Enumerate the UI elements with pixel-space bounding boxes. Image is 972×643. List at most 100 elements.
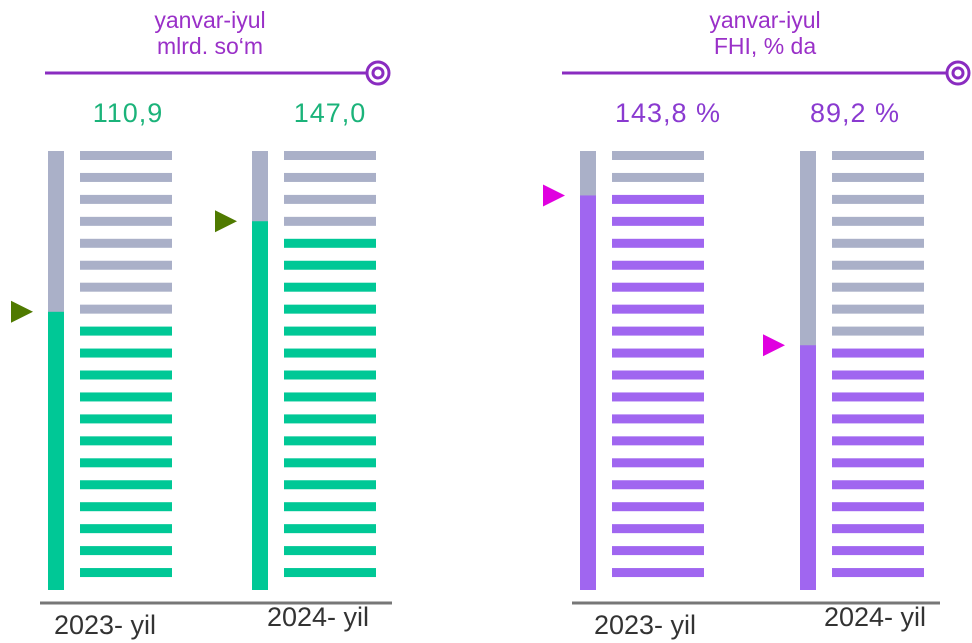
subtitle: FHI, % da — [714, 33, 816, 59]
stripe — [80, 370, 172, 380]
stripe — [284, 568, 376, 578]
header-dot — [365, 60, 391, 86]
stripe — [832, 326, 924, 336]
stripe — [612, 194, 704, 204]
header-dot-inner — [371, 66, 385, 80]
stripe — [284, 436, 376, 446]
stripe — [80, 480, 172, 490]
stripe — [832, 151, 924, 160]
stripe — [80, 392, 172, 402]
stripe — [284, 458, 376, 468]
stripe — [832, 260, 924, 270]
stripe — [612, 348, 704, 358]
stripe — [612, 546, 704, 556]
stripe — [80, 151, 172, 160]
stripe — [284, 370, 376, 380]
stripe — [612, 216, 704, 226]
stripe — [284, 304, 376, 314]
stripe — [80, 458, 172, 468]
stripe — [284, 151, 376, 160]
value-label: 89,2 % — [810, 98, 900, 128]
stripe — [612, 260, 704, 270]
stripe — [832, 414, 924, 424]
header-dot — [945, 60, 971, 86]
stripe — [80, 436, 172, 446]
stripe — [284, 348, 376, 358]
stripe — [612, 524, 704, 534]
marker — [215, 210, 237, 233]
stripe — [612, 151, 704, 160]
stripe — [612, 304, 704, 314]
stripe — [80, 414, 172, 424]
stripe — [612, 436, 704, 446]
category-label: 2024- yil — [824, 602, 926, 632]
stripe — [612, 370, 704, 380]
stripe — [80, 194, 172, 204]
stripe — [832, 480, 924, 490]
subtitle: mlrd. so‘m — [157, 33, 263, 59]
stripe — [832, 172, 924, 182]
stripe — [832, 436, 924, 446]
stripe — [284, 216, 376, 226]
marker — [763, 334, 785, 357]
category-label: 2023- yil — [594, 610, 696, 640]
stripe — [612, 568, 704, 578]
stripe — [612, 392, 704, 402]
stripe — [832, 502, 924, 512]
stripe — [284, 524, 376, 534]
stripe — [832, 282, 924, 292]
title: yanvar-iyul — [154, 7, 265, 33]
category-label: 2024- yil — [267, 602, 369, 632]
stripe — [612, 480, 704, 490]
stripe — [80, 216, 172, 226]
stripe — [284, 282, 376, 292]
stripe — [832, 568, 924, 578]
stripe — [832, 524, 924, 534]
stripe — [832, 546, 924, 556]
stripe — [612, 502, 704, 512]
stripe — [80, 502, 172, 512]
value-label: 110,9 — [93, 98, 164, 128]
stripe — [284, 326, 376, 336]
stripe — [284, 172, 376, 182]
stripe — [284, 502, 376, 512]
stripe — [832, 238, 924, 248]
stripe — [80, 172, 172, 182]
stripe — [612, 326, 704, 336]
stripe — [284, 480, 376, 490]
stripe — [832, 348, 924, 358]
stripe — [612, 458, 704, 468]
stripe — [80, 326, 172, 336]
stripe — [80, 238, 172, 248]
title: yanvar-iyul — [709, 7, 820, 33]
stripe — [612, 172, 704, 182]
stripe — [612, 282, 704, 292]
stripe — [80, 260, 172, 270]
stripe — [612, 238, 704, 248]
bar — [252, 221, 268, 591]
stripe — [832, 458, 924, 468]
stripe — [284, 238, 376, 248]
bar — [800, 345, 816, 590]
value-label: 143,8 % — [615, 98, 721, 128]
value-label: 147,0 — [294, 98, 367, 128]
stripe — [284, 414, 376, 424]
stripe — [284, 194, 376, 204]
stripe — [80, 524, 172, 534]
stripe — [832, 304, 924, 314]
stripe — [284, 392, 376, 402]
stripe — [832, 216, 924, 226]
marker — [543, 184, 565, 207]
stripe — [80, 304, 172, 314]
stripe — [832, 392, 924, 402]
stripe — [832, 194, 924, 204]
stripe — [284, 546, 376, 556]
bar — [48, 311, 64, 590]
bar — [580, 195, 596, 591]
stripe — [612, 414, 704, 424]
stripe — [80, 282, 172, 292]
stripe — [80, 348, 172, 358]
stripe — [80, 568, 172, 578]
header-dot-inner — [951, 66, 965, 80]
stripe — [832, 370, 924, 380]
